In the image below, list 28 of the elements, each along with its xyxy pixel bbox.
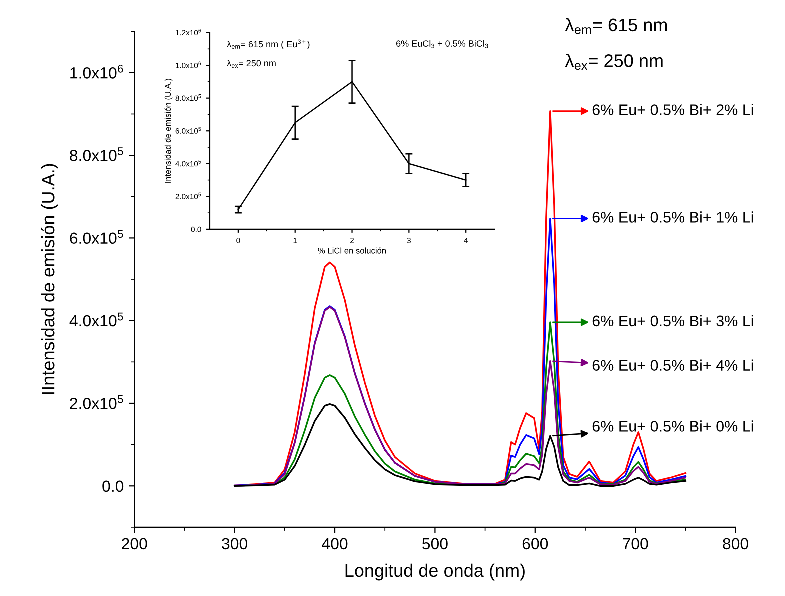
legend-label: 6% Eu+ 0.5% Bi+ 2% Li (592, 104, 754, 116)
annotation: λ$_{ex}$= 250 nm (565, 54, 663, 70)
y-axis-title: Intensidad de emisión (U.A.) (164, 79, 173, 183)
legend-label: 6% Eu+ 0.5% Bi+ 4% Li (592, 360, 754, 371)
legend-label: 6% Eu+ 0.5% Bi+ 3% Li (592, 315, 754, 327)
x-tick-label: 800 (723, 538, 748, 550)
y-tick-label: 8.0x10$^{5}$ (70, 148, 124, 162)
annotation: λ$_{em}$= 615 nm (565, 18, 668, 34)
y-tick-label: 2.0x10$^{5}$ (70, 396, 124, 410)
x-tick-label: 500 (422, 538, 448, 550)
x-tick-label: 300 (222, 538, 248, 550)
x-tick-label: 700 (623, 538, 648, 550)
x-axis-title: % LiCl en solución (318, 248, 386, 254)
x-axis-title: Longitud de onda (nm) (346, 564, 525, 581)
y-tick-label: 6.0x10$^{5}$ (70, 230, 124, 244)
y-tick-label: 1.0x10$^{6}$ (70, 64, 124, 79)
annotation: λ$_{em}$= 615 nm ( Eu$^{3+}$) (227, 40, 310, 50)
annotation: λ$_{ex}$= 250 nm (227, 60, 276, 68)
x-tick-label: 400 (322, 538, 348, 550)
x-tick-label: 600 (522, 538, 548, 550)
y-axis-title: IIntensidad de emisión (U.A.) (41, 164, 58, 394)
legend-label: 6% Eu+ 0.5% Bi+ 1% Li (592, 212, 754, 223)
x-tick-label: 200 (122, 538, 148, 550)
legend-label: 6% Eu+ 0.5% Bi+ 0% Li (592, 420, 754, 432)
line-series (234, 403, 687, 487)
annotation: 6% EuCl$_{3}$ + 0.5% BiCl$_{3}$ (396, 40, 488, 48)
y-tick-label: 4.0x10$^{5}$ (70, 312, 124, 327)
y-tick-label: 0.0 (102, 480, 124, 492)
